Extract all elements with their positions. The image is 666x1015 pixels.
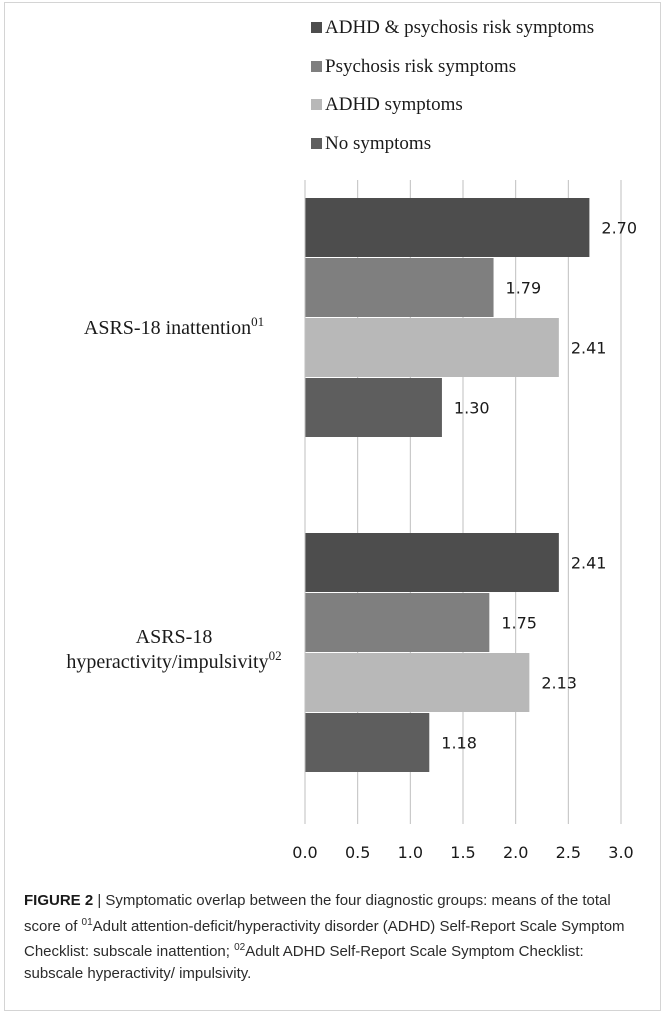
x-tick-label: 0.0 xyxy=(292,843,317,862)
category-label: ASRS-18 hyperactivity/impulsivity02 xyxy=(66,626,281,673)
category-label: ASRS-18 inattention01 xyxy=(84,314,264,339)
bar xyxy=(305,713,430,772)
bar xyxy=(305,378,442,437)
legend-label: ADHD symptoms xyxy=(325,94,463,115)
caption-text-3: Adult ADHD Self-Report Scale Symptom Che… xyxy=(24,943,584,982)
figure-frame xyxy=(4,2,661,1011)
x-tick-label: 2.5 xyxy=(556,843,581,862)
x-tick-label: 1.5 xyxy=(450,843,475,862)
bar xyxy=(305,653,530,712)
bar xyxy=(305,198,590,257)
caption-text-1: Symptomatic overlap between the four dia… xyxy=(24,892,611,935)
data-label: 1.30 xyxy=(454,399,490,418)
data-label: 1.79 xyxy=(506,279,542,298)
data-label: 2.41 xyxy=(571,339,607,358)
bar xyxy=(305,593,490,652)
legend-swatch xyxy=(311,61,322,72)
legend-label: Psychosis risk symptoms xyxy=(325,56,516,77)
data-label: 1.75 xyxy=(501,614,537,633)
legend-swatch xyxy=(311,138,322,149)
legend-label: No symptoms xyxy=(325,133,431,154)
bar xyxy=(305,533,559,592)
caption-separator: | xyxy=(93,892,106,909)
caption-marker-1: 01 xyxy=(81,916,93,928)
legend-label: ADHD & psychosis risk symptoms xyxy=(325,17,594,38)
data-label: 1.18 xyxy=(441,734,477,753)
caption-marker-2: 02 xyxy=(234,942,246,953)
bar-chart: 2.70 1.79 2.41 1.30 2.41 1.75 2.13 1.18 0.0 0.5 1.… xyxy=(66,17,637,862)
bar xyxy=(305,258,494,317)
x-tick-label: 1.0 xyxy=(398,843,423,862)
x-tick-label: 3.0 xyxy=(608,843,633,862)
x-tick-label: 0.5 xyxy=(345,843,370,862)
data-label: 2.41 xyxy=(571,554,607,573)
figure: 2.70 1.79 2.41 1.30 2.41 1.75 2.13 1.18 0.0 0.5 1.… xyxy=(4,2,661,1011)
bar xyxy=(305,318,559,377)
caption-text-2: Adult attention-deficit/hyperactivity di… xyxy=(24,917,625,961)
caption-label: FIGURE 2 xyxy=(24,892,94,909)
data-label: 2.13 xyxy=(541,674,577,693)
figure-caption: FIGURE 2 | Symptomatic overlap between t… xyxy=(24,890,644,984)
legend-swatch xyxy=(311,22,322,33)
x-tick-label: 2.0 xyxy=(503,843,528,862)
data-label: 2.70 xyxy=(601,219,637,238)
legend-swatch xyxy=(311,99,322,110)
